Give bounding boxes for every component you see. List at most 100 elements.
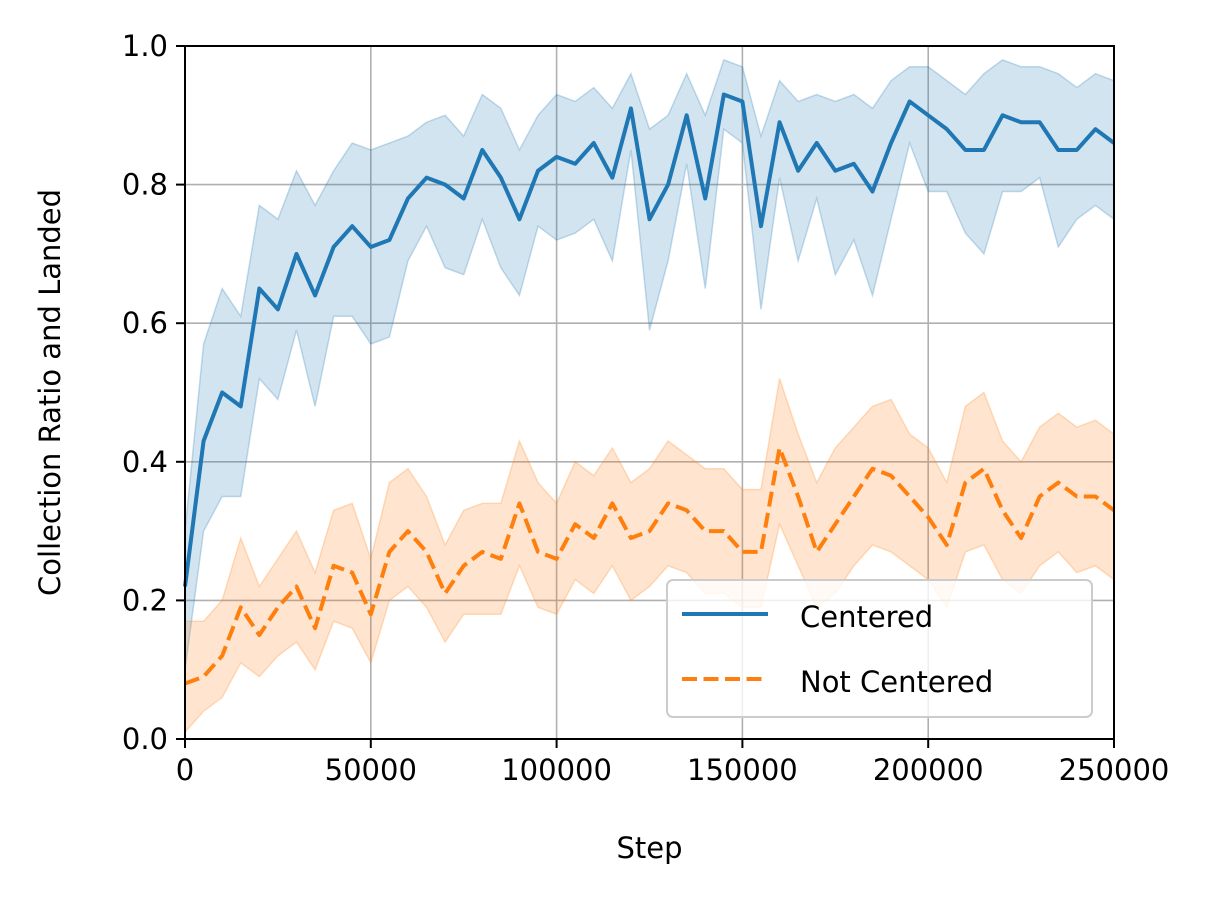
- point-centered: [480, 148, 484, 152]
- point-centered: [963, 148, 967, 152]
- point-centered: [908, 99, 912, 103]
- y-tick-label: 0.6: [122, 306, 168, 340]
- point-not-centered: [796, 494, 800, 498]
- point-not-centered: [1019, 536, 1023, 540]
- point-not-centered: [517, 501, 521, 505]
- x-tick-label: 50000: [325, 753, 417, 787]
- point-not-centered: [555, 557, 559, 561]
- point-not-centered: [499, 557, 503, 561]
- point-not-centered: [740, 550, 744, 554]
- point-centered: [759, 224, 763, 228]
- point-not-centered: [629, 536, 633, 540]
- point-not-centered: [573, 522, 577, 526]
- point-centered: [1075, 148, 1079, 152]
- point-not-centered: [833, 522, 837, 526]
- point-centered: [536, 169, 540, 173]
- point-not-centered: [369, 612, 373, 616]
- plot-frame: [184, 45, 1115, 740]
- y-tick-label: 0.8: [122, 168, 168, 202]
- point-centered: [945, 127, 949, 131]
- point-centered: [462, 196, 466, 200]
- point-not-centered: [1038, 494, 1042, 498]
- point-not-centered: [202, 675, 206, 679]
- point-centered: [740, 99, 744, 103]
- point-not-centered: [443, 591, 447, 595]
- point-centered: [1093, 127, 1097, 131]
- point-centered: [815, 141, 819, 145]
- point-centered: [703, 196, 707, 200]
- point-centered: [425, 176, 429, 180]
- point-not-centered: [722, 529, 726, 533]
- point-not-centered: [778, 446, 782, 450]
- point-not-centered: [982, 467, 986, 471]
- legend-box: [666, 579, 1093, 718]
- point-centered: [555, 155, 559, 159]
- point-not-centered: [276, 605, 280, 609]
- point-not-centered: [945, 543, 949, 547]
- point-centered: [648, 217, 652, 221]
- point-centered: [722, 93, 726, 97]
- point-centered: [666, 183, 670, 187]
- point-not-centered: [220, 654, 224, 658]
- point-not-centered: [815, 550, 819, 554]
- point-centered: [443, 183, 447, 187]
- y-tick-label: 0.0: [122, 722, 168, 756]
- legend-label-not-centered: Not Centered: [800, 665, 993, 699]
- point-centered: [796, 169, 800, 173]
- point-not-centered: [257, 633, 261, 637]
- x-tick-label: 0: [176, 753, 194, 787]
- point-not-centered: [870, 467, 874, 471]
- point-centered: [685, 113, 689, 117]
- point-not-centered: [926, 515, 930, 519]
- point-centered: [982, 148, 986, 152]
- point-centered: [332, 245, 336, 249]
- point-centered: [294, 252, 298, 256]
- point-not-centered: [889, 474, 893, 478]
- point-not-centered: [1075, 494, 1079, 498]
- point-not-centered: [1056, 481, 1060, 485]
- point-not-centered: [350, 571, 354, 575]
- x-tick-label: 150000: [687, 753, 798, 787]
- point-not-centered: [963, 481, 967, 485]
- point-not-centered: [294, 585, 298, 589]
- point-centered: [499, 176, 503, 180]
- point-not-centered: [685, 508, 689, 512]
- point-centered: [276, 307, 280, 311]
- point-centered: [239, 404, 243, 408]
- point-not-centered: [1093, 494, 1097, 498]
- point-centered: [220, 391, 224, 395]
- point-centered: [629, 106, 633, 110]
- point-not-centered: [313, 626, 317, 630]
- point-centered: [1019, 120, 1023, 124]
- point-not-centered: [648, 529, 652, 533]
- point-centered: [387, 238, 391, 242]
- point-not-centered: [703, 529, 707, 533]
- line-centered: [183, 92, 1116, 587]
- point-not-centered: [852, 494, 856, 498]
- point-centered: [592, 141, 596, 145]
- point-not-centered: [610, 501, 614, 505]
- x-axis-label: Step: [616, 831, 682, 865]
- x-tick-label: 200000: [873, 753, 984, 787]
- point-centered: [202, 439, 206, 443]
- point-not-centered: [480, 550, 484, 554]
- legend: Centered Not Centered: [666, 579, 1093, 718]
- point-not-centered: [536, 550, 540, 554]
- point-not-centered: [1001, 508, 1005, 512]
- point-centered: [369, 245, 373, 249]
- x-tick-label: 250000: [1059, 753, 1170, 787]
- point-centered: [889, 141, 893, 145]
- point-centered: [313, 293, 317, 297]
- point-centered: [833, 169, 837, 173]
- line-not-centered: [184, 445, 1116, 686]
- point-centered: [573, 162, 577, 166]
- y-axis-label: Collection Ratio and Landed: [33, 189, 67, 596]
- point-not-centered: [332, 564, 336, 568]
- y-tick-label: 0.2: [122, 583, 168, 617]
- x-tick-label: 100000: [501, 753, 612, 787]
- point-not-centered: [239, 605, 243, 609]
- point-not-centered: [759, 550, 763, 554]
- point-centered: [1001, 113, 1005, 117]
- legend-label-centered: Centered: [800, 600, 933, 634]
